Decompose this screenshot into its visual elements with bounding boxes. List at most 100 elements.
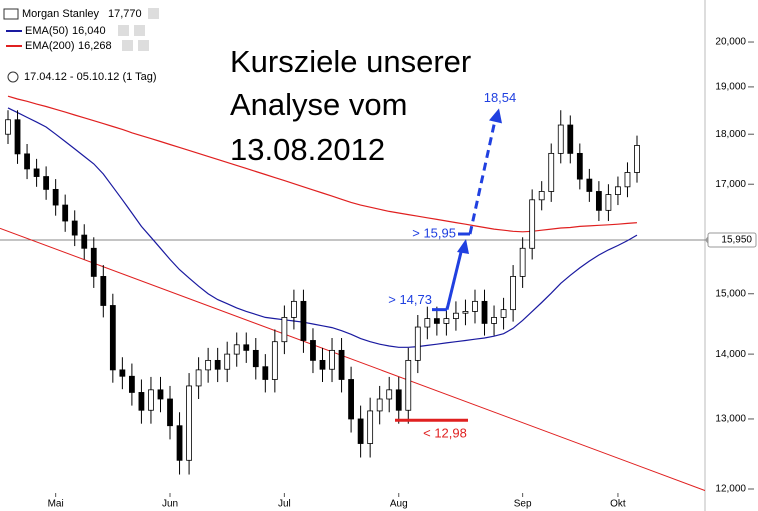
candle-body — [615, 186, 621, 195]
candle-body — [43, 176, 50, 190]
y-tick-label: 17,000 — [715, 179, 746, 190]
candle-body — [90, 247, 97, 277]
candle-icon — [3, 8, 19, 20]
candle-body — [157, 389, 164, 400]
candle-body — [262, 366, 269, 380]
arrow-head — [489, 108, 502, 124]
candle-body — [281, 316, 288, 343]
candle-body — [443, 318, 450, 324]
target-label: > 14,73 — [388, 292, 432, 307]
target-label: 18,54 — [484, 90, 517, 105]
candle-body — [386, 389, 393, 400]
candle-body — [624, 172, 631, 188]
candle-body — [319, 359, 326, 370]
candle-body — [634, 145, 640, 173]
y-tick-label: 12,000 — [715, 484, 746, 495]
headline: Analyse vom — [230, 87, 407, 122]
date-range: 17.04.12 - 05.10.12 (1 Tag) — [24, 71, 157, 83]
candle-body — [472, 300, 478, 312]
y-tick-label: 13,000 — [715, 414, 746, 425]
candle-body — [453, 312, 459, 319]
candle-body — [481, 300, 488, 324]
candle-body — [224, 353, 231, 370]
candle-body — [424, 318, 431, 328]
icon[interactable] — [148, 8, 159, 19]
y-tick-label: 18,000 — [715, 129, 746, 140]
candle-body — [195, 369, 202, 387]
price-pointer — [705, 236, 708, 245]
x-tick-label: Mai — [48, 499, 64, 510]
candle-body — [5, 119, 11, 135]
candle-body — [62, 204, 69, 222]
candle-body — [605, 194, 612, 211]
candle-body — [300, 300, 307, 341]
candle-body — [100, 276, 107, 306]
candle-body — [119, 369, 126, 377]
icon[interactable] — [134, 25, 145, 36]
icon[interactable] — [138, 40, 149, 51]
candle-body — [548, 152, 555, 192]
candle-body — [252, 349, 259, 368]
target-arrow — [468, 120, 497, 235]
headline: 13.08.2012 — [230, 132, 385, 167]
candle-body — [586, 178, 593, 192]
x-tick-label: Okt — [610, 499, 626, 510]
candle-body — [81, 234, 88, 249]
x-tick-label: Jul — [278, 499, 291, 510]
price-label: 15,950 — [721, 235, 752, 246]
x-tick-label: Sep — [514, 499, 532, 510]
legend-title: Morgan Stanley — [22, 8, 100, 20]
candle-body — [310, 340, 316, 361]
candle-body — [109, 305, 116, 371]
candle-body — [138, 392, 145, 411]
plot — [0, 95, 705, 492]
candle-body — [167, 398, 173, 427]
icon[interactable] — [122, 40, 133, 51]
arrow-head — [457, 239, 469, 255]
candle-body — [357, 418, 364, 444]
candle-body — [376, 398, 383, 412]
candle-body — [205, 359, 212, 371]
candle-body — [395, 389, 402, 411]
legend: Morgan Stanley 17,770 EMA(50) 16,040 EMA… — [3, 8, 159, 83]
legend-label: EMA(50) — [25, 25, 68, 37]
candle-body — [233, 344, 240, 355]
target-label: < 12,98 — [423, 426, 467, 441]
candle-body — [414, 326, 421, 361]
candle-body — [148, 389, 154, 411]
candle-body — [271, 341, 278, 380]
candle-body — [538, 191, 545, 201]
candle-body — [24, 153, 30, 170]
candle-body — [367, 410, 374, 444]
legend-title-value: 17,770 — [108, 8, 142, 20]
candle-body — [243, 344, 250, 351]
trend-line — [0, 227, 705, 492]
ema-line — [7, 107, 638, 348]
candle-body — [462, 311, 469, 314]
headline: Kursziele unserer — [230, 44, 471, 79]
icon[interactable] — [118, 25, 129, 36]
legend-value: 16,268 — [78, 40, 112, 52]
candle-body — [595, 191, 602, 211]
candle-body — [14, 119, 21, 155]
candle-body — [348, 379, 354, 420]
y-tick-label: 19,000 — [715, 82, 746, 93]
candle-body — [510, 276, 517, 311]
candle-body — [128, 375, 135, 393]
candle-body — [186, 385, 192, 461]
candle-body — [214, 359, 221, 370]
candle-body — [338, 349, 345, 380]
candle-body — [405, 359, 412, 411]
y-tick-label: 15,000 — [715, 288, 746, 299]
candle-body — [433, 318, 440, 324]
candle-body — [71, 220, 78, 236]
y-tick-label: 20,000 — [715, 37, 746, 48]
x-tick-label: Aug — [390, 499, 408, 510]
candle-body — [529, 199, 536, 249]
candle-body — [33, 168, 40, 177]
legend-value: 16,040 — [72, 25, 106, 37]
y-tick-label: 14,000 — [715, 349, 746, 360]
candle-body — [519, 247, 526, 277]
candle-body — [576, 152, 583, 180]
